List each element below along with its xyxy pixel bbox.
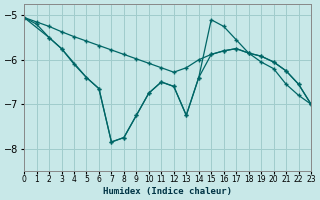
X-axis label: Humidex (Indice chaleur): Humidex (Indice chaleur) — [103, 187, 232, 196]
